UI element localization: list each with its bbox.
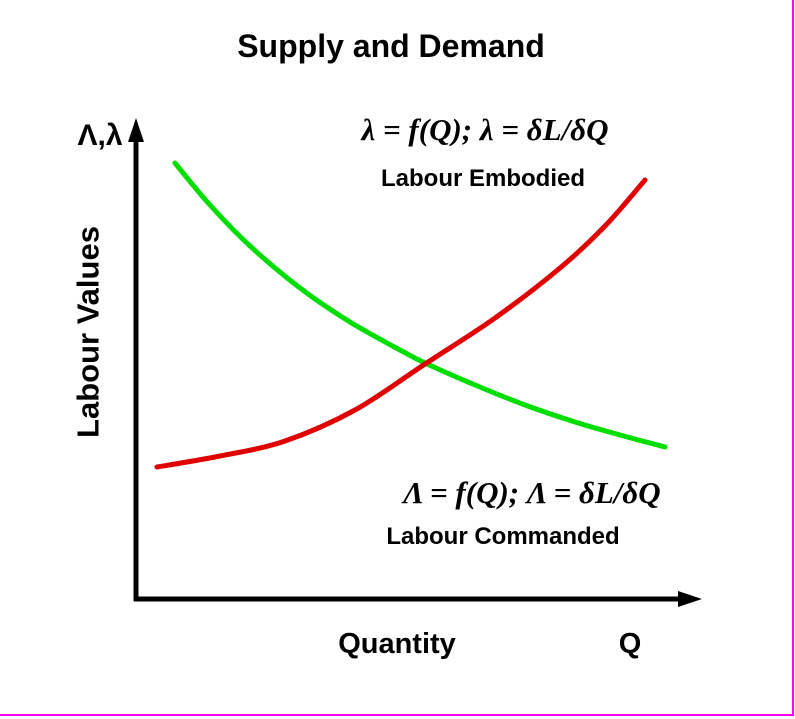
embodied-formula: λ = f(Q); λ = δL/δQ: [361, 112, 609, 147]
y-axis-arrowhead-icon: [128, 118, 144, 142]
commanded-curve: [172, 160, 668, 450]
x-axis-symbol: Q: [618, 628, 642, 660]
commanded-label: Labour Commanded: [386, 523, 620, 550]
commanded-formula: Λ = f(Q); Λ = δL/δQ: [403, 475, 661, 510]
embodied-curve: [154, 177, 648, 470]
y-axis-symbol: Λ,λ: [77, 119, 123, 152]
x-axis-arrowhead-icon: [678, 591, 702, 607]
y-axis-label: Labour Values: [70, 226, 106, 438]
chart-title: Supply and Demand: [237, 28, 545, 64]
embodied-label: Labour Embodied: [381, 165, 585, 192]
x-axis-label: Quantity: [338, 628, 456, 660]
